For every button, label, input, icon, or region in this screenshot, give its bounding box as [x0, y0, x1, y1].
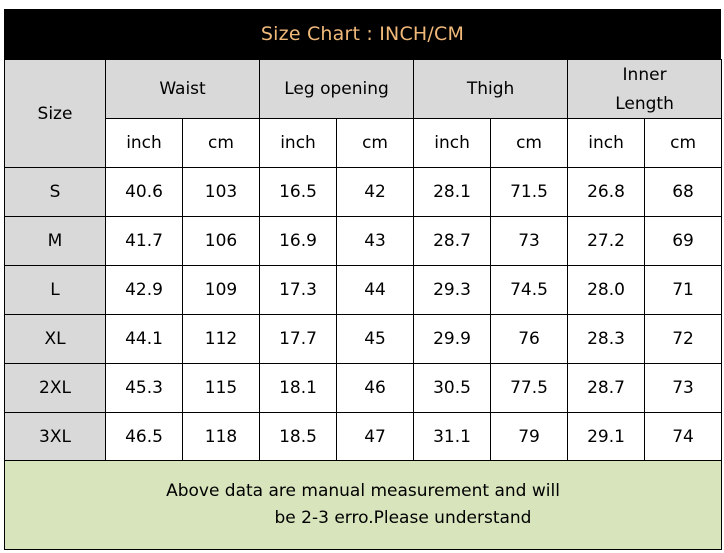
waist-cm-value: 109: [181, 265, 261, 315]
inner-length-inch-value: 27.2: [567, 216, 646, 266]
size-label: XL: [4, 314, 106, 364]
thigh-inch-value: 29.9: [413, 314, 492, 364]
size-label: S: [4, 167, 106, 217]
leg-opening-inch-value: 16.9: [259, 216, 338, 266]
inner-length-header: Inner Length: [567, 59, 723, 119]
thigh-inch-value: 28.1: [413, 167, 492, 217]
inner-length-inch-value: 28.7: [567, 363, 646, 413]
waist-cm-value: 103: [181, 167, 261, 217]
leg-opening-inch-value: 17.7: [259, 314, 338, 364]
waist-inch-value: 44.1: [105, 314, 183, 364]
leg-opening-inch-value: 18.1: [259, 363, 338, 413]
waist-inch-value: 41.7: [105, 216, 183, 266]
thigh-cm-value: 76: [490, 314, 569, 364]
inner-length-inch-value: 29.1: [567, 412, 646, 462]
inner-length-cm-value: 69: [644, 216, 723, 266]
note-line-2: be 2-3 erro.Please understand: [274, 508, 532, 528]
size-label: 3XL: [4, 412, 106, 462]
unit-header-cm: cm: [181, 118, 261, 168]
size-column-header: Size: [4, 59, 106, 168]
waist-cm-value: 106: [181, 216, 261, 266]
thigh-cm-value: 73: [490, 216, 569, 266]
thigh-inch-value: 31.1: [413, 412, 492, 462]
thigh-cm-value: 79: [490, 412, 569, 462]
leg-opening-cm-value: 42: [336, 167, 415, 217]
unit-header-inch: inch: [259, 118, 338, 168]
inner-length-inch-value: 28.3: [567, 314, 646, 364]
inner-length-cm-value: 68: [644, 167, 723, 217]
inner-length-cm-value: 74: [644, 412, 723, 462]
size-label: 2XL: [4, 363, 106, 413]
unit-header-cm: cm: [644, 118, 723, 168]
waist-inch-value: 46.5: [105, 412, 183, 462]
size-chart-title: Size Chart : INCH/CM: [260, 23, 465, 45]
header-row-groups: Size Waist Leg opening Thigh Inner Lengt…: [4, 59, 723, 168]
size-label: M: [4, 216, 106, 266]
leg-opening-cm-value: 43: [336, 216, 415, 266]
inner-length-inch-value: 28.0: [567, 265, 646, 315]
inner-length-label-line2: Length: [615, 94, 674, 114]
waist-inch-value: 42.9: [105, 265, 183, 315]
thigh-cm-value: 74.5: [490, 265, 569, 315]
waist-inch-value: 40.6: [105, 167, 183, 217]
waist-cm-value: 118: [181, 412, 261, 462]
inner-length-cm-value: 71: [644, 265, 723, 315]
thigh-cm-value: 77.5: [490, 363, 569, 413]
unit-header-cm: cm: [336, 118, 415, 168]
table-row: 3XL 46.5 118 18.5 47 31.1 79 29.1 74: [4, 412, 723, 462]
unit-header-inch: inch: [105, 118, 183, 168]
unit-header-inch: inch: [413, 118, 492, 168]
leg-opening-cm-value: 44: [336, 265, 415, 315]
table-row: M 41.7 106 16.9 43 28.7 73 27.2 69: [4, 216, 723, 266]
unit-header-inch: inch: [567, 118, 646, 168]
unit-header-cm: cm: [490, 118, 569, 168]
inner-length-inch-value: 26.8: [567, 167, 646, 217]
thigh-cm-value: 71.5: [490, 167, 569, 217]
leg-opening-cm-value: 46: [336, 363, 415, 413]
waist-cm-value: 112: [181, 314, 261, 364]
header-row-units: inch cm inch cm inch cm inch cm: [5, 118, 723, 168]
inner-length-cm-value: 73: [644, 363, 723, 413]
thigh-inch-value: 29.3: [413, 265, 492, 315]
leg-opening-inch-value: 16.5: [259, 167, 338, 217]
leg-opening-cm-value: 47: [336, 412, 415, 462]
leg-opening-inch-value: 18.5: [259, 412, 338, 462]
waist-header: Waist: [104, 59, 261, 119]
size-chart-title-bar: Size Chart : INCH/CM: [4, 9, 721, 59]
leg-opening-header: Leg opening: [259, 59, 415, 119]
thigh-inch-value: 30.5: [413, 363, 492, 413]
thigh-header: Thigh: [413, 59, 569, 119]
leg-opening-inch-value: 17.3: [259, 265, 338, 315]
table-row: XL 44.1 112 17.7 45 29.9 76 28.3 72: [4, 314, 723, 364]
waist-cm-value: 115: [181, 363, 261, 413]
table-row: L 42.9 109 17.3 44 29.3 74.5 28.0 71: [4, 265, 723, 315]
table-row: 2XL 45.3 115 18.1 46 30.5 77.5 28.7 73: [4, 363, 723, 413]
table-row: S 40.6 103 16.5 42 28.1 71.5 26.8 68: [4, 167, 723, 217]
thigh-inch-value: 28.7: [413, 216, 492, 266]
measurement-note: Above data are manual measurement and wi…: [4, 460, 722, 550]
note-line-1: Above data are manual measurement and wi…: [166, 481, 560, 501]
inner-length-label-line1: Inner: [622, 65, 667, 85]
leg-opening-cm-value: 45: [336, 314, 415, 364]
size-label: L: [4, 265, 106, 315]
size-chart-table: Size Waist Leg opening Thigh Inner Lengt…: [4, 59, 723, 462]
inner-length-cm-value: 72: [644, 314, 723, 364]
waist-inch-value: 45.3: [105, 363, 183, 413]
